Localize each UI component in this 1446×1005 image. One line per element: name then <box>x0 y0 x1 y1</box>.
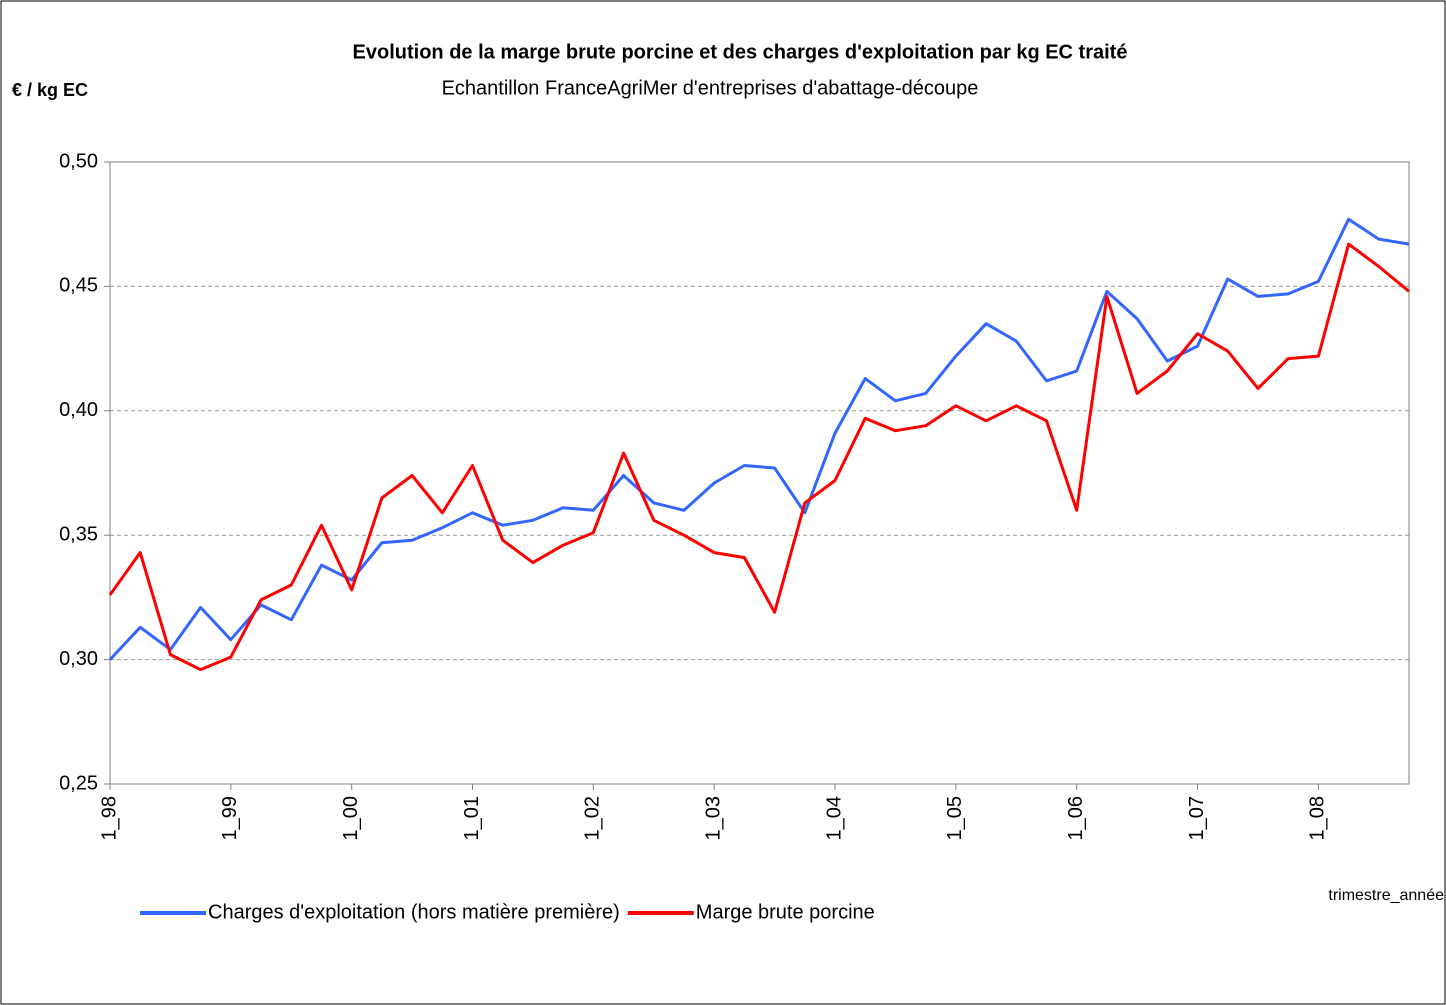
y-tick-label: 0,25 <box>59 772 98 794</box>
y-tick-label: 0,35 <box>59 523 98 545</box>
chart-subtitle: Echantillon FranceAgriMer d'entreprises … <box>442 77 979 99</box>
legend-label: Marge brute porcine <box>696 901 875 923</box>
plot-area <box>109 161 1410 785</box>
x-tick-label: 1_07 <box>1186 796 1208 841</box>
legend-label: Charges d'exploitation (hors matière pre… <box>208 901 620 923</box>
x-tick-label: 1_03 <box>702 796 724 841</box>
chart-title: Evolution de la marge brute porcine et d… <box>353 41 1128 63</box>
series-line <box>108 242 1410 672</box>
y-tick-label: 0,45 <box>59 275 98 297</box>
y-tick-label: 0,40 <box>59 399 98 421</box>
y-tick-label: 0,50 <box>59 150 98 172</box>
series-line <box>108 217 1410 661</box>
x-tick-label: 1_00 <box>340 796 362 841</box>
y-axis-label: € / kg EC <box>12 80 88 100</box>
x-tick-label: 1_05 <box>944 796 966 841</box>
x-tick-label: 1_01 <box>461 796 483 841</box>
x-tick-label: 1_02 <box>582 796 604 841</box>
x-axis-label: trimestre_année <box>1328 887 1444 904</box>
x-tick-label: 1_08 <box>1307 796 1329 841</box>
x-tick-label: 1_98 <box>98 796 120 841</box>
y-tick-label: 0,30 <box>59 648 98 670</box>
x-tick-label: 1_99 <box>219 796 241 841</box>
x-tick-label: 1_06 <box>1065 796 1087 841</box>
x-tick-label: 1_04 <box>823 796 845 841</box>
